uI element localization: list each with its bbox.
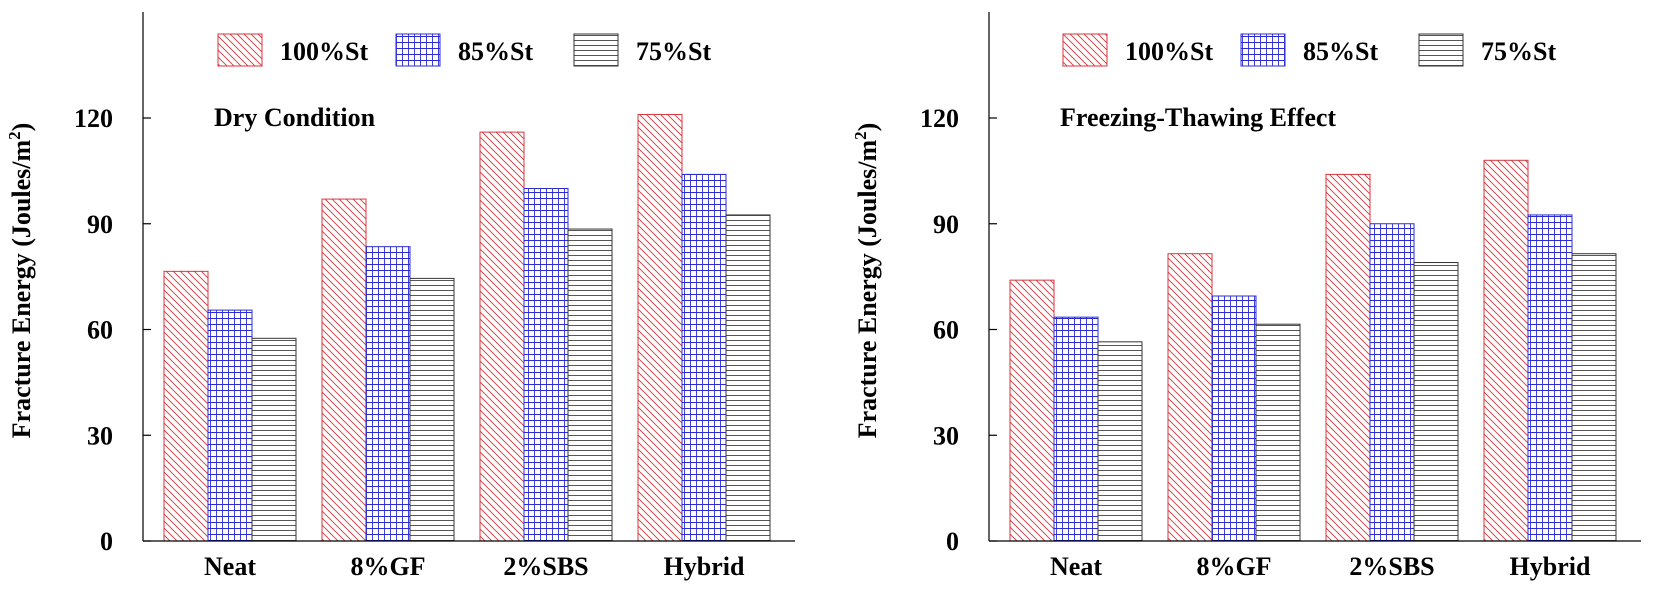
bar-8gf-100st: [1167, 253, 1213, 542]
legend-swatch-75st: [573, 33, 619, 67]
x-tick-label: 2%SBS: [1349, 552, 1434, 581]
dry-condition-chart: Neat 8%GF 2%SBS Hybrid 0 30 60 90 120 Fracture En…: [5, 12, 795, 581]
bar-neat-75st: [251, 337, 297, 542]
y-tick-label: 90: [87, 210, 113, 239]
bar-8gf-75st: [409, 277, 455, 542]
bar-hybrid-75st: [1571, 253, 1617, 542]
bar-8gf-100st: [321, 198, 367, 542]
y-axis-title-text: Fracture Energy (Joules/m: [7, 140, 36, 439]
panel-annotation: Freezing-Thawing Effect: [1060, 103, 1336, 132]
y-tick-label: 60: [933, 316, 959, 345]
legend-label-75st: 75%St: [1481, 37, 1556, 66]
y-tick-label: 60: [87, 316, 113, 345]
y-tick-label: 120: [74, 104, 113, 133]
y-tick-label: 0: [100, 527, 113, 556]
bar-neat-100st: [163, 270, 209, 542]
legend-label-100st: 100%St: [280, 37, 368, 66]
bar-neat-85st: [1053, 316, 1099, 542]
panel-annotation: Dry Condition: [214, 103, 376, 132]
y-tick-label: 90: [933, 210, 959, 239]
legend-label-85st: 85%St: [458, 37, 533, 66]
bar-2sbs-85st: [1369, 223, 1415, 542]
legend-swatch-100st: [217, 33, 263, 67]
y-axis-title: Fracture Energy (Joules/m2): [5, 123, 36, 439]
y-axis-title-close: ): [853, 123, 882, 132]
bar-hybrid-85st: [1527, 214, 1573, 542]
bar-hybrid-100st: [637, 113, 683, 542]
x-tick-label: 8%GF: [350, 552, 425, 581]
legend-swatch-100st: [1062, 33, 1108, 67]
y-tick-label: 30: [933, 421, 959, 450]
legend-swatch-75st: [1418, 33, 1464, 67]
bar-2sbs-75st: [1413, 262, 1459, 542]
y-tick-label: 0: [946, 527, 959, 556]
y-tick-label: 120: [920, 104, 959, 133]
x-tick-label: Neat: [204, 552, 256, 581]
legend-label-100st: 100%St: [1125, 37, 1213, 66]
bar-8gf-85st: [1211, 295, 1257, 542]
bar-8gf-85st: [365, 246, 411, 542]
y-axis-title-sup: 2: [851, 131, 870, 140]
y-axis-title-text: Fracture Energy (Joules/m: [853, 140, 882, 439]
bar-2sbs-85st: [523, 188, 569, 542]
x-tick-label: Neat: [1050, 552, 1102, 581]
freezing-thawing-chart: Neat 8%GF 2%SBS Hybrid 0 30 60 90 120 Fracture En…: [851, 12, 1641, 581]
bar-2sbs-100st: [1325, 173, 1371, 542]
legend-swatch-85st: [395, 33, 441, 67]
bar-hybrid-85st: [681, 173, 727, 542]
y-axis-title-close: ): [7, 123, 36, 132]
x-tick-label: 2%SBS: [503, 552, 588, 581]
bar-2sbs-100st: [479, 131, 525, 542]
y-axis-title: Fracture Energy (Joules/m2): [851, 123, 882, 439]
bar-neat-100st: [1009, 279, 1055, 542]
bar-neat-75st: [1097, 341, 1143, 542]
bar-hybrid-100st: [1483, 159, 1529, 542]
y-tick-label: 30: [87, 421, 113, 450]
legend-label-85st: 85%St: [1303, 37, 1378, 66]
bar-hybrid-75st: [725, 214, 771, 542]
x-tick-label: Hybrid: [664, 552, 745, 581]
y-axis-title-sup: 2: [5, 131, 24, 140]
x-tick-label: Hybrid: [1510, 552, 1591, 581]
bar-8gf-75st: [1255, 323, 1301, 542]
x-tick-label: 8%GF: [1196, 552, 1271, 581]
bar-neat-85st: [207, 309, 253, 542]
legend-swatch-85st: [1240, 33, 1286, 67]
bar-2sbs-75st: [567, 228, 613, 542]
legend-label-75st: 75%St: [636, 37, 711, 66]
